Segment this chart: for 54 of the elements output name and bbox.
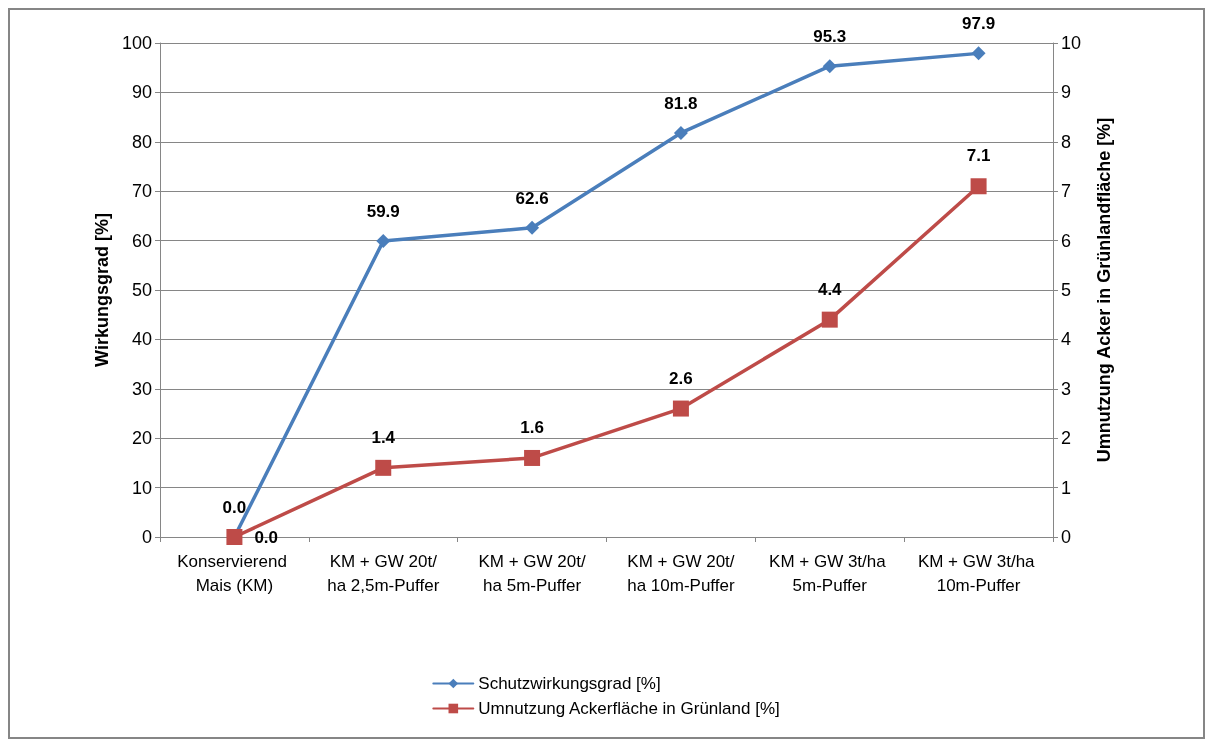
x-tick-label: Konservierend Mais (KM) [177,551,292,595]
legend-label: Umnutzung Ackerfläche in Grünland [%] [478,699,780,718]
x-tick-label: KM + GW 20t/ha 2,5m-Puffer [327,551,440,595]
y2-tick-label: 9 [1061,82,1072,103]
y-tick-label: 20 [131,428,152,449]
y2-tick-label: 8 [1061,131,1072,152]
y2-tick-label: 5 [1061,280,1072,300]
data-label: 0.0 [254,527,279,547]
y2-tick-label: 1 [1061,477,1072,498]
y-tick-label: 40 [131,329,152,350]
y-tick-label: 70 [131,181,152,202]
y2-tick-label: 10 [1061,33,1082,53]
x-tick-label: KM + GW 3t/ha 5m-Puffer [769,551,891,595]
point [971,46,986,61]
data-label: 62.6 [515,188,549,208]
y2-tick-label: 2 [1061,428,1072,449]
data-label: 1.4 [371,427,396,447]
data-label: 4.4 [817,279,843,299]
y-tick-label: 50 [131,280,152,300]
y-tick-label: 10 [131,477,152,498]
y2-axis-title: Umnutzung Acker in Grünlandfläche [%] [1094,117,1114,463]
data-label: 7.1 [966,146,991,166]
point [525,220,540,235]
y2-tick-label: 7 [1061,181,1072,202]
data-label: 0.0 [222,498,247,517]
point [821,311,838,328]
point [672,400,689,417]
y-tick-label: 0 [141,527,152,547]
y-tick-label: 80 [131,131,152,152]
y-tick-label: 100 [121,33,152,53]
data-label: 1.6 [520,417,544,437]
point [524,449,541,466]
legend-label: Schutzwirkungsgrad [%] [478,674,661,693]
point [673,125,688,140]
data-label: 81.8 [664,93,698,113]
data-label: 97.9 [962,14,996,34]
y-tick-label: 90 [131,82,152,103]
x-tick-label: KM + GW 20t/ha 5m-Puffer [478,551,586,595]
data-label: 59.9 [366,202,400,222]
point [376,234,391,249]
x-tick-label: KM + GW 3t/ha 10m-Puffer [917,551,1040,595]
y2-tick-label: 4 [1061,329,1072,350]
y2-tick-label: 6 [1061,230,1072,251]
point [822,59,837,74]
y2-tick-label: 3 [1061,378,1072,399]
x-tick-label: KM + GW 20t/ha 10m-Puffer [627,551,735,595]
point [375,459,392,476]
data-label: 95.3 [813,27,847,47]
point [970,178,987,195]
y-tick-label: 60 [131,230,152,251]
y-axis-title: Wirkungsgrad [%] [92,213,113,367]
data-label: 2.6 [669,368,693,388]
y-tick-label: 30 [131,378,152,399]
y2-tick-label: 0 [1061,527,1072,547]
